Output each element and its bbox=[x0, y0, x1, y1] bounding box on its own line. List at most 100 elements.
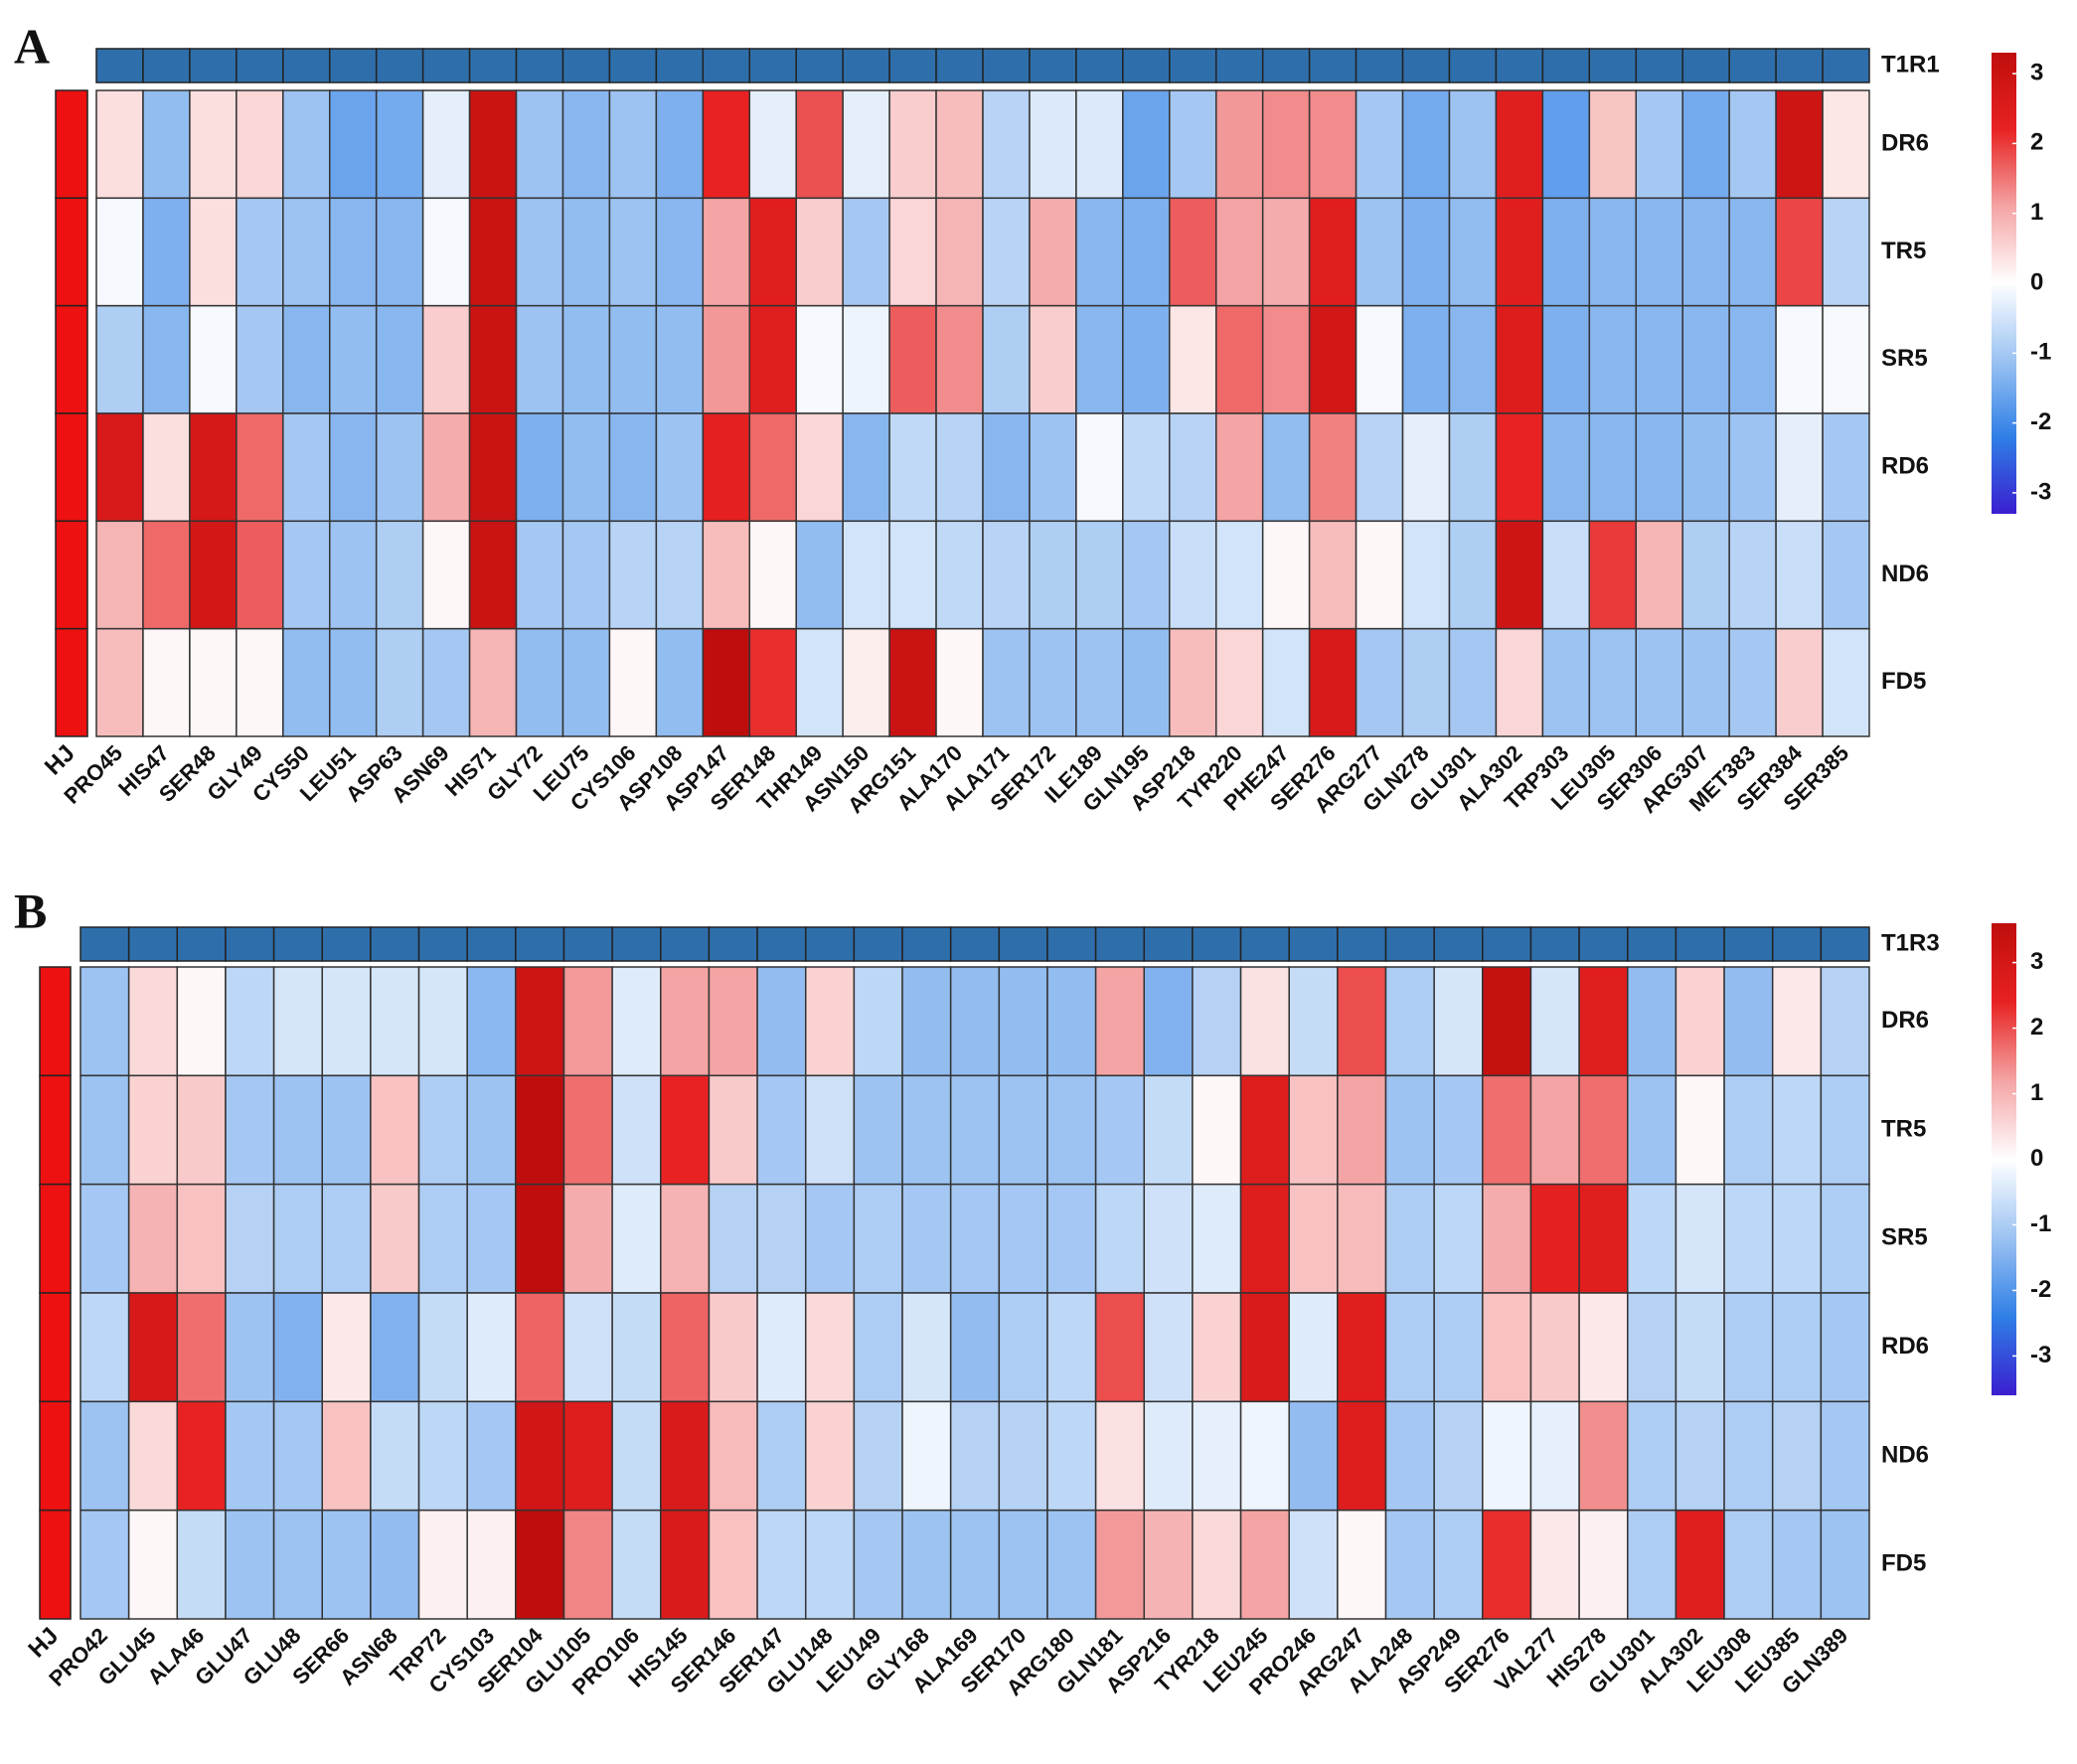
heatmap-cell bbox=[421, 89, 471, 200]
heatmap-cell bbox=[1433, 1509, 1484, 1620]
colorbar-tick-label: -3 bbox=[2030, 478, 2051, 505]
heatmap-cell bbox=[515, 1292, 565, 1403]
heatmap-cell bbox=[1771, 1400, 1823, 1512]
annotation-cell bbox=[562, 926, 613, 962]
heatmap-cell bbox=[1261, 197, 1311, 307]
heatmap-cell bbox=[949, 1183, 1001, 1294]
heatmap-cell bbox=[842, 627, 890, 737]
heatmap-cell bbox=[1541, 627, 1591, 737]
heatmap-cell bbox=[321, 1292, 372, 1403]
heatmap-cell bbox=[1728, 304, 1777, 414]
annotation-cell bbox=[748, 48, 797, 83]
heatmap-cell bbox=[1775, 304, 1824, 414]
heatmap-cell bbox=[328, 520, 378, 630]
heatmap-cell bbox=[1355, 520, 1404, 630]
heatmap-cell bbox=[466, 1400, 517, 1512]
heatmap-cell bbox=[935, 89, 984, 200]
heatmap-cell bbox=[1635, 520, 1683, 630]
heatmap-cell bbox=[888, 89, 937, 200]
heatmap-cell bbox=[562, 966, 613, 1077]
heatmap-cell bbox=[1308, 412, 1358, 523]
panel-label: A bbox=[14, 18, 50, 74]
annotation-cell bbox=[853, 926, 903, 962]
annotation-cell bbox=[1675, 926, 1725, 962]
heatmap-cell bbox=[142, 627, 191, 737]
heatmap-cell bbox=[756, 1183, 807, 1294]
heatmap-cell bbox=[1822, 412, 1870, 523]
annotation-cell bbox=[1143, 926, 1194, 962]
heatmap-cell bbox=[1239, 1400, 1290, 1512]
annotation-label: T1R1 bbox=[1881, 51, 1940, 78]
heatmap-cell bbox=[756, 1074, 807, 1186]
heatmap-cell bbox=[561, 89, 611, 200]
heatmap-cell bbox=[127, 1400, 179, 1512]
heatmap-cell bbox=[804, 1183, 856, 1294]
heatmap-cell bbox=[176, 1074, 227, 1186]
annotation-cell bbox=[321, 926, 372, 962]
heatmap-cell bbox=[1728, 412, 1777, 523]
annotation-cell bbox=[1433, 926, 1484, 962]
heatmap-cell bbox=[1822, 520, 1870, 630]
heatmap-cell bbox=[1675, 1292, 1725, 1403]
heatmap-cell bbox=[515, 304, 564, 414]
heatmap-cell bbox=[1214, 520, 1264, 630]
annotation-cell bbox=[1578, 926, 1629, 962]
heatmap-cell bbox=[282, 627, 331, 737]
heatmap-cell bbox=[982, 197, 1031, 307]
heatmap-cell bbox=[225, 1183, 275, 1294]
heatmap-cell bbox=[1308, 89, 1358, 200]
heatmap-cell bbox=[1122, 304, 1171, 414]
annotation-cell bbox=[55, 412, 88, 523]
annotation-cell bbox=[982, 48, 1031, 83]
heatmap-cell bbox=[1635, 197, 1683, 307]
heatmap-cell bbox=[1635, 304, 1683, 414]
heatmap-cell bbox=[901, 1292, 952, 1403]
heatmap-cell bbox=[1075, 304, 1124, 414]
heatmap-cell bbox=[95, 412, 144, 523]
heatmap-cell bbox=[853, 1509, 903, 1620]
heatmap-cell bbox=[466, 1509, 517, 1620]
heatmap-cell bbox=[1820, 1400, 1870, 1512]
heatmap-cell bbox=[421, 304, 471, 414]
annotation-cell bbox=[1401, 48, 1451, 83]
heatmap-cell bbox=[1192, 1183, 1242, 1294]
heatmap-cell bbox=[853, 1400, 903, 1512]
heatmap-cell bbox=[935, 412, 984, 523]
heatmap-cell bbox=[611, 1292, 662, 1403]
heatmap-cell bbox=[1482, 1183, 1532, 1294]
annotation-cell bbox=[466, 926, 517, 962]
annotation-cell bbox=[935, 48, 984, 83]
heatmap-cell bbox=[1433, 1074, 1484, 1186]
heatmap-cell bbox=[1355, 89, 1404, 200]
heatmap-cell bbox=[611, 1509, 662, 1620]
heatmap-cell bbox=[515, 520, 564, 630]
heatmap-cell bbox=[1075, 627, 1124, 737]
heatmap-cell bbox=[748, 89, 797, 200]
annotation-cell bbox=[127, 926, 179, 962]
heatmap-cell bbox=[95, 627, 144, 737]
annotation-cell bbox=[236, 48, 284, 83]
heatmap-cell bbox=[562, 1509, 613, 1620]
colorbar-tick-label: 2 bbox=[2030, 129, 2043, 156]
heatmap-cell bbox=[1075, 520, 1124, 630]
heatmap-cell bbox=[1169, 412, 1217, 523]
heatmap-cell bbox=[608, 197, 658, 307]
heatmap-cell bbox=[660, 1183, 711, 1294]
annotation-cell bbox=[39, 1400, 72, 1512]
heatmap-cell bbox=[1675, 966, 1725, 1077]
heatmap-cell bbox=[608, 89, 658, 200]
heatmap-cell bbox=[321, 1074, 372, 1186]
heatmap-cell bbox=[375, 412, 424, 523]
heatmap-cell bbox=[935, 627, 984, 737]
heatmap-cell bbox=[142, 197, 191, 307]
heatmap-cell bbox=[1433, 1292, 1484, 1403]
heatmap-cell bbox=[1355, 304, 1404, 414]
heatmap-cell bbox=[1355, 197, 1404, 307]
heatmap-cell bbox=[1529, 1509, 1580, 1620]
heatmap-cell bbox=[660, 966, 711, 1077]
annotation-cell bbox=[1261, 48, 1311, 83]
annotation-cell bbox=[1288, 926, 1339, 962]
heatmap-cell bbox=[611, 966, 662, 1077]
heatmap-cell bbox=[176, 1509, 227, 1620]
heatmap-cell bbox=[1775, 89, 1824, 200]
